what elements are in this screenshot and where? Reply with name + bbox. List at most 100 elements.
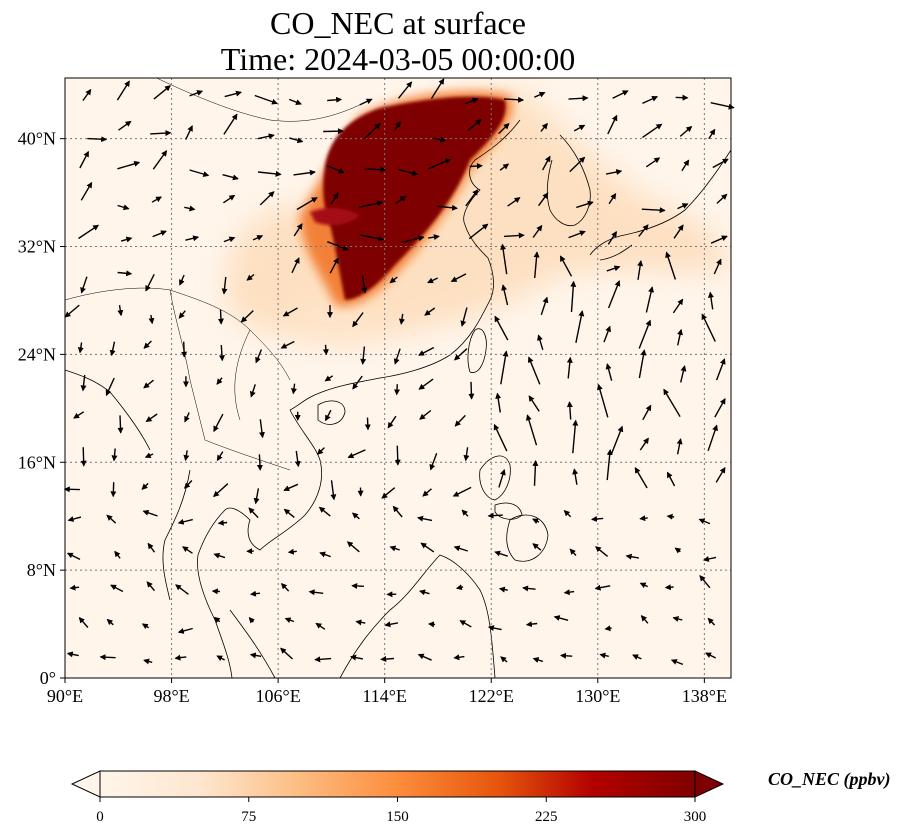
wind-arrow: [642, 96, 659, 105]
wind-arrow: [639, 582, 648, 589]
wind-arrow: [114, 550, 121, 559]
wind-arrow: [189, 90, 204, 97]
wind-arrow: [213, 616, 221, 623]
wind-arrow: [66, 552, 81, 561]
wind-arrow: [111, 448, 118, 462]
wind-arrow: [666, 513, 675, 520]
wind-arrow: [116, 80, 130, 101]
wind-arrow: [246, 273, 255, 281]
wind-arrow: [350, 654, 364, 661]
wind-arrow: [453, 545, 469, 552]
wind-arrow: [216, 655, 225, 662]
wind-arrow: [218, 345, 225, 362]
wind-arrow: [283, 508, 295, 518]
wind-arrow: [223, 194, 236, 204]
wind-arrow: [355, 619, 366, 626]
wind-arrow: [453, 654, 465, 661]
wind-arrow: [80, 447, 87, 467]
wind-arrow: [645, 157, 661, 168]
wind-arrow: [665, 251, 677, 280]
wind-arrow: [324, 375, 334, 382]
wind-arrow: [293, 223, 303, 237]
wind-arrow: [351, 512, 360, 520]
wind-arrow: [291, 257, 300, 274]
wind-arrow: [527, 356, 541, 385]
wind-arrow: [389, 545, 400, 552]
wind-arrow: [77, 342, 84, 354]
wind-arrow: [417, 653, 432, 661]
wind-arrow: [599, 652, 609, 659]
wind-arrow: [284, 617, 295, 624]
wind-arrow: [118, 120, 132, 131]
wind-arrow: [454, 414, 466, 427]
wind-arrow: [452, 486, 472, 497]
wind-arrow: [642, 123, 663, 138]
wind-arrow: [141, 482, 149, 490]
wind-arrow: [359, 98, 373, 106]
wind-arrow: [664, 584, 674, 591]
wind-arrow: [152, 150, 168, 170]
plume-core: [323, 96, 506, 300]
map-title: CO_NEC at surface: [270, 5, 526, 41]
wind-arrow: [258, 419, 265, 439]
wind-arrow: [82, 88, 92, 102]
wind-arrow: [563, 510, 572, 518]
wind-arrow: [607, 114, 618, 135]
wind-arrow: [568, 95, 589, 102]
wind-arrow: [638, 349, 647, 379]
wind-arrow: [573, 124, 586, 132]
wind-arrow: [314, 656, 332, 663]
wind-arrow: [282, 307, 298, 317]
wind-arrow: [674, 547, 682, 554]
wind-arrow: [566, 401, 573, 420]
wind-arrow: [459, 620, 472, 628]
wind-arrow: [494, 315, 509, 341]
wind-arrow: [702, 556, 717, 562]
wind-arrow: [280, 582, 290, 592]
wind-arrow: [532, 459, 539, 486]
wind-arrow: [568, 230, 586, 239]
wind-arrow: [296, 197, 318, 211]
lat-tick-label: 0°: [40, 668, 56, 688]
wind-arrow: [498, 468, 506, 488]
wind-arrow: [705, 652, 717, 659]
wind-vectors: [63, 78, 735, 666]
wind-arrow: [360, 346, 367, 365]
wind-arrow: [288, 98, 302, 105]
wind-arrow: [106, 618, 114, 626]
wind-arrow: [427, 277, 438, 284]
wind-arrow: [606, 265, 621, 272]
wind-arrow: [676, 438, 683, 455]
wind-arrow: [213, 552, 226, 559]
lon-tick-label: 122°E: [469, 686, 514, 706]
wind-arrow: [146, 581, 156, 592]
wind-arrow: [189, 169, 210, 177]
wind-arrow: [401, 235, 425, 244]
wind-arrow: [289, 137, 304, 144]
wind-arrow: [145, 413, 158, 422]
colorbar: 0 75 150 225 300: [70, 770, 725, 825]
wind-arrow: [712, 158, 729, 169]
wind-arrow: [213, 413, 224, 433]
wind-arrow: [677, 328, 683, 346]
wind-arrow: [663, 388, 681, 418]
wind-arrow: [560, 652, 573, 659]
wind-arrow: [293, 169, 316, 176]
wind-arrow: [213, 483, 229, 498]
wind-arrow: [110, 482, 117, 498]
map-frame: [64, 77, 732, 679]
wind-arrow: [563, 589, 575, 596]
wind-arrow: [143, 340, 152, 349]
colorbar-ticks: 0 75 150 225 300: [96, 797, 706, 825]
wind-arrow: [455, 584, 464, 591]
wind-arrow: [248, 507, 259, 519]
lon-tick-label: 130°E: [575, 686, 620, 706]
map-time: Time: 2024-03-05 00:00:00: [220, 41, 576, 77]
wind-arrow: [708, 128, 716, 140]
wind-arrow: [534, 91, 546, 98]
wind-arrow: [290, 383, 297, 395]
wind-arrow: [397, 168, 419, 177]
wind-arrow: [221, 276, 228, 295]
wind-arrow: [109, 341, 116, 357]
wind-arrow: [315, 622, 326, 630]
